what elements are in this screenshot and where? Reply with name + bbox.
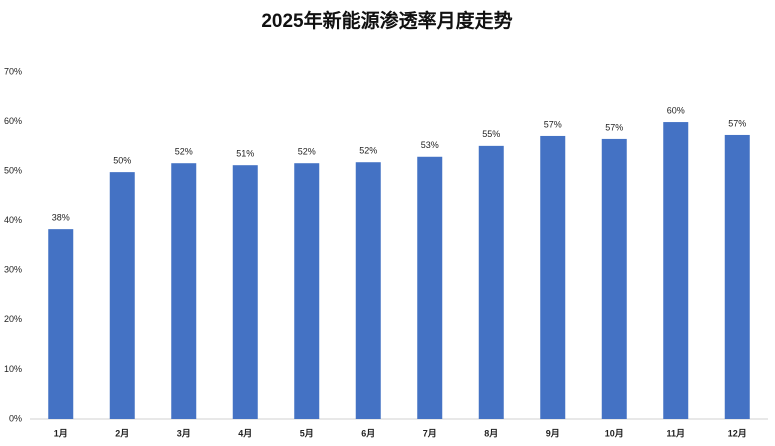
- x-tick-label: 5月: [300, 428, 314, 438]
- x-tick-label: 6月: [361, 428, 375, 438]
- bar: [478, 145, 504, 419]
- x-tick-label: 3月: [177, 428, 191, 438]
- bar: [48, 229, 74, 419]
- data-label: 53%: [421, 140, 439, 150]
- data-label: 50%: [113, 156, 131, 166]
- y-tick-label: 40%: [4, 215, 22, 225]
- bar: [417, 156, 443, 419]
- x-tick-label: 1月: [54, 428, 68, 438]
- bar: [109, 172, 135, 419]
- data-label: 52%: [298, 147, 316, 157]
- bar: [601, 138, 627, 419]
- bar: [663, 122, 689, 420]
- x-tick-label: 4月: [238, 428, 252, 438]
- data-label: 55%: [482, 129, 500, 139]
- data-label: 57%: [605, 122, 623, 132]
- bar: [540, 135, 566, 419]
- bar: [294, 163, 320, 419]
- x-tick-label: 11月: [666, 428, 685, 438]
- y-tick-label: 10%: [4, 364, 22, 374]
- y-tick-label: 70%: [4, 66, 22, 76]
- y-tick-label: 30%: [4, 265, 22, 275]
- chart-title: 2025年新能源渗透率月度走势: [261, 9, 512, 32]
- x-tick-label: 12月: [728, 428, 747, 438]
- bar: [355, 162, 381, 419]
- data-label: 51%: [236, 149, 254, 159]
- bar: [171, 163, 197, 419]
- x-tick-label: 8月: [484, 428, 498, 438]
- x-tick-label: 2月: [115, 428, 129, 438]
- bar: [232, 165, 258, 419]
- x-tick-label: 9月: [546, 428, 560, 438]
- data-label: 52%: [175, 147, 193, 157]
- data-label: 60%: [667, 105, 685, 115]
- y-tick-label: 20%: [4, 314, 22, 324]
- data-label: 57%: [544, 119, 562, 129]
- y-tick-label: 50%: [4, 166, 22, 176]
- data-label: 38%: [52, 213, 70, 223]
- data-label: 52%: [359, 146, 377, 156]
- data-label: 57%: [728, 118, 746, 128]
- x-tick-label: 7月: [423, 428, 437, 438]
- x-tick-label: 10月: [605, 428, 624, 438]
- y-tick-label: 60%: [4, 116, 22, 126]
- bar: [724, 134, 750, 419]
- y-tick-label: 0%: [9, 413, 22, 423]
